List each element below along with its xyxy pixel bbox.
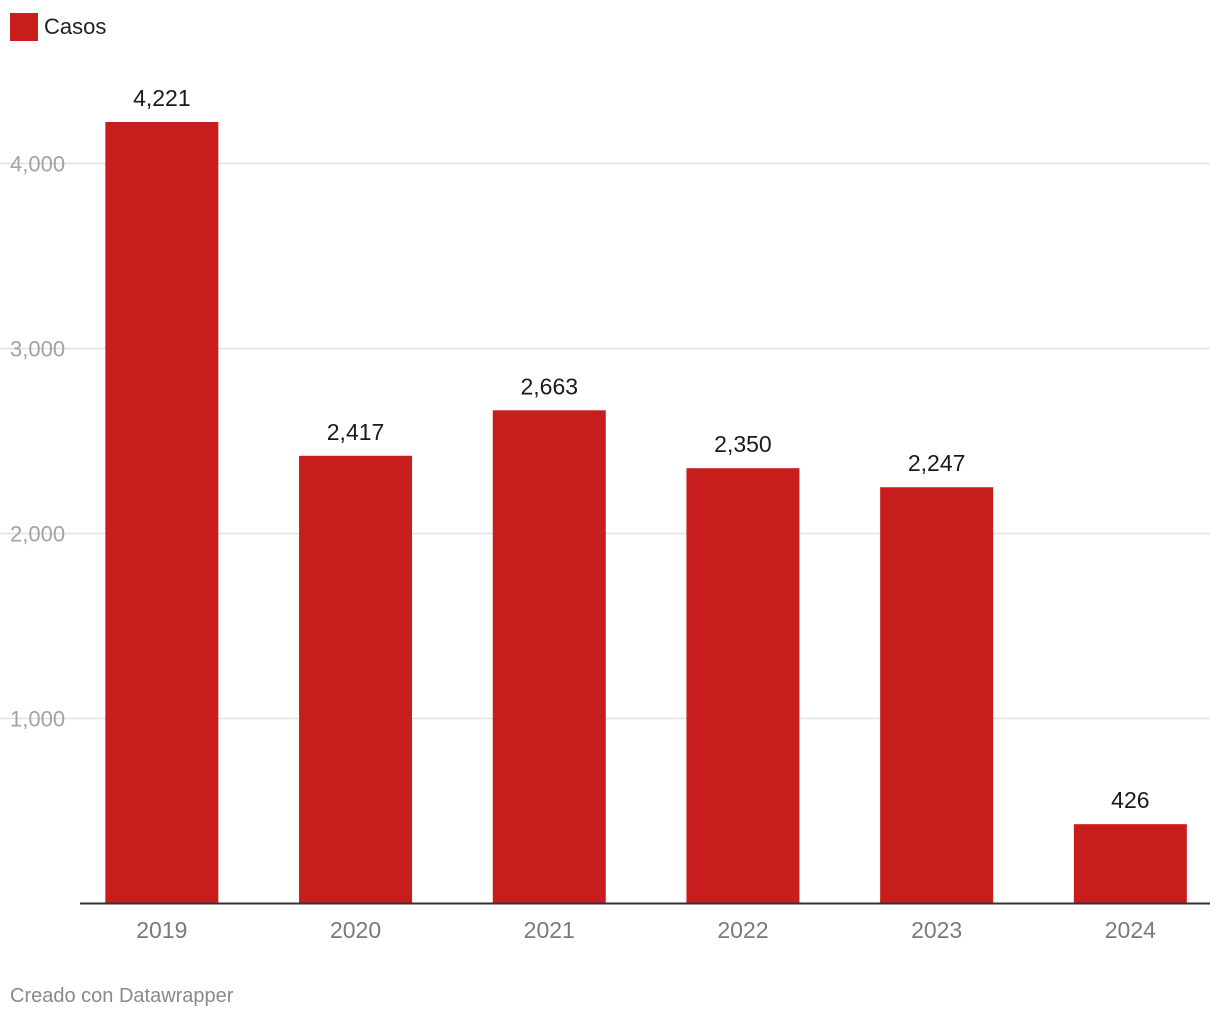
x-tick-label: 2023 — [911, 917, 962, 943]
bar-2022 — [686, 468, 800, 903]
bar-2024 — [1073, 824, 1187, 903]
value-label: 2,247 — [908, 450, 966, 476]
bar-2019 — [105, 122, 219, 903]
x-tick-label: 2021 — [524, 917, 575, 943]
value-label: 2,663 — [520, 373, 578, 399]
x-tick-label: 2020 — [330, 917, 381, 943]
y-tick-label: 2,000 — [10, 522, 65, 547]
value-labels: 4,221 2,417 2,663 2,350 2,247 426 — [133, 85, 1149, 813]
bar-chart: 1,000 2,000 3,000 4,000 2019 2020 2021 2022 202… — [0, 85, 1210, 943]
x-axis: 2019 2020 2021 2022 2023 2024 — [80, 902, 1210, 943]
x-tick-label: 2024 — [1105, 917, 1156, 943]
value-label: 2,417 — [327, 419, 385, 445]
bar-2021 — [492, 410, 606, 903]
x-tick-label: 2019 — [136, 917, 187, 943]
footer-credit: Creado con Datawrapper — [10, 985, 234, 1007]
y-tick-label: 3,000 — [10, 337, 65, 362]
x-tick-label: 2022 — [717, 917, 768, 943]
value-label: 426 — [1111, 787, 1149, 813]
chart-legend: Casos — [10, 12, 106, 42]
value-label: 2,350 — [714, 431, 772, 457]
bar-2020 — [299, 455, 413, 903]
y-tick-label: 1,000 — [10, 707, 65, 732]
bars — [105, 122, 1187, 903]
bar-2023 — [880, 487, 994, 903]
value-label: 4,221 — [133, 85, 191, 111]
legend-swatch — [10, 13, 38, 41]
legend-label-casos: Casos — [44, 14, 107, 39]
y-tick-label: 4,000 — [10, 152, 65, 177]
